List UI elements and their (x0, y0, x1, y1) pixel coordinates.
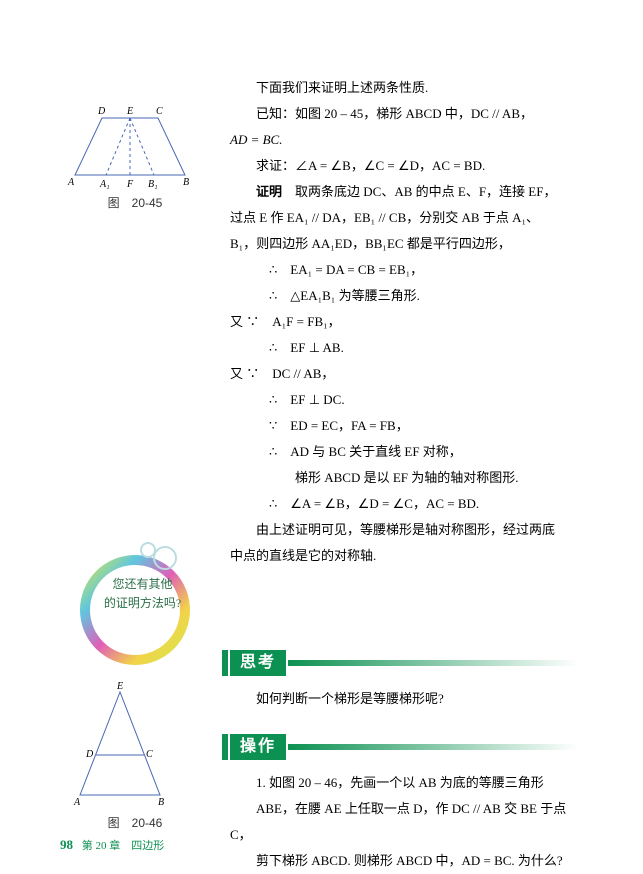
prove: 求证：∠A = ∠B，∠C = ∠D，AC = BD. (230, 153, 590, 179)
triangle-diagram: E D C A B (60, 680, 180, 810)
lbl-D: D (97, 106, 106, 117)
figure-20-45: D E C A A₁ F B₁ B 图 20-45 (60, 100, 210, 211)
eq7: ∵ ED = EC，FA = FB， (230, 413, 590, 439)
lbl-B1: B₁ (148, 179, 158, 190)
lbl2-D: D (85, 749, 94, 760)
thought-bubble-text: 您还有其他 的证明方法吗? (95, 575, 190, 613)
given-l2: AD = BC. (230, 127, 590, 153)
given-l1: 已知：如图 20 – 45，梯形 ABCD 中，DC // AB， (230, 101, 590, 127)
lbl2-B: B (158, 797, 164, 808)
section-operate-title: 操作 (230, 734, 286, 760)
ring-line1: 您还有其他 (112, 577, 172, 591)
section-operate: 操作 (230, 734, 590, 760)
lbl-F: F (126, 179, 134, 190)
main-text-block: 下面我们来证明上述两条性质. 已知：如图 20 – 45，梯形 ABCD 中，D… (230, 75, 590, 569)
think-question: 如何判断一个梯形是等腰梯形呢? (230, 686, 590, 712)
lbl-A: A (67, 177, 75, 188)
ring-line2: 的证明方法吗? (104, 596, 181, 610)
op-p1: 1. 如图 20 – 46，先画一个以 AB 为底的等腰三角形 (230, 770, 590, 796)
op-p2: ABE，在腰 AE 上任取一点 D，作 DC // AB 交 BE 于点 C， (230, 796, 590, 848)
eq2: ∴ △EA₁B₁ 为等腰三角形. (230, 283, 590, 309)
eq10: ∴ ∠A = ∠B，∠D = ∠C，AC = BD. (230, 491, 590, 517)
lbl-E: E (126, 106, 133, 117)
conclu-l1: 由上述证明可见，等腰梯形是轴对称图形，经过两底 (230, 517, 590, 543)
eq6: ∴ EF ⊥ DC. (230, 387, 590, 413)
lbl2-E: E (116, 681, 123, 692)
figure-caption-2: 图 20-46 (60, 814, 210, 831)
lbl-C: C (156, 106, 163, 117)
lbl2-A: A (73, 797, 81, 808)
trapezoid-diagram: D E C A A₁ F B₁ B (60, 100, 200, 190)
section-think: 思考 (230, 650, 590, 676)
eq9: 梯形 ABCD 是以 EF 为轴的轴对称图形. (230, 465, 590, 491)
conclu-l2: 中点的直线是它的对称轴. (230, 543, 590, 569)
page-number: 98 (60, 837, 73, 852)
section-think-title: 思考 (230, 650, 286, 676)
proof-l2: 过点 E 作 EA₁ // DA，EB₁ // CB，分别交 AB 于点 A₁、 (230, 205, 590, 231)
eq1: ∴ EA₁ = DA = CB = EB₁， (230, 257, 590, 283)
eq5: 又 ∵ DC // AB， (230, 361, 590, 387)
eq3: 又 ∵ A₁F = FB₁， (230, 309, 590, 335)
proof-l3: B₁，则四边形 AA₁ED，BB₁EC 都是平行四边形， (230, 231, 590, 257)
lbl2-C: C (146, 749, 153, 760)
page-footer: 98 第 20 章 四边形 (60, 837, 164, 853)
intro: 下面我们来证明上述两条性质. (230, 75, 590, 101)
lbl-A1: A₁ (99, 179, 110, 190)
figure-caption-1: 图 20-45 (60, 194, 210, 211)
eq4: ∴ EF ⊥ AB. (230, 335, 590, 361)
lbl-B: B (183, 177, 189, 188)
op-p3: 剪下梯形 ABCD. 则梯形 ABCD 中，AD = BC. 为什么? (230, 848, 590, 874)
proof-l1: 证明 取两条底边 DC、AB 的中点 E、F，连接 EF， (230, 179, 590, 205)
eq8: ∴ AD 与 BC 关于直线 EF 对称， (230, 439, 590, 465)
figure-20-46: E D C A B 图 20-46 (60, 680, 210, 831)
chapter-label: 第 20 章 四边形 (82, 840, 165, 852)
